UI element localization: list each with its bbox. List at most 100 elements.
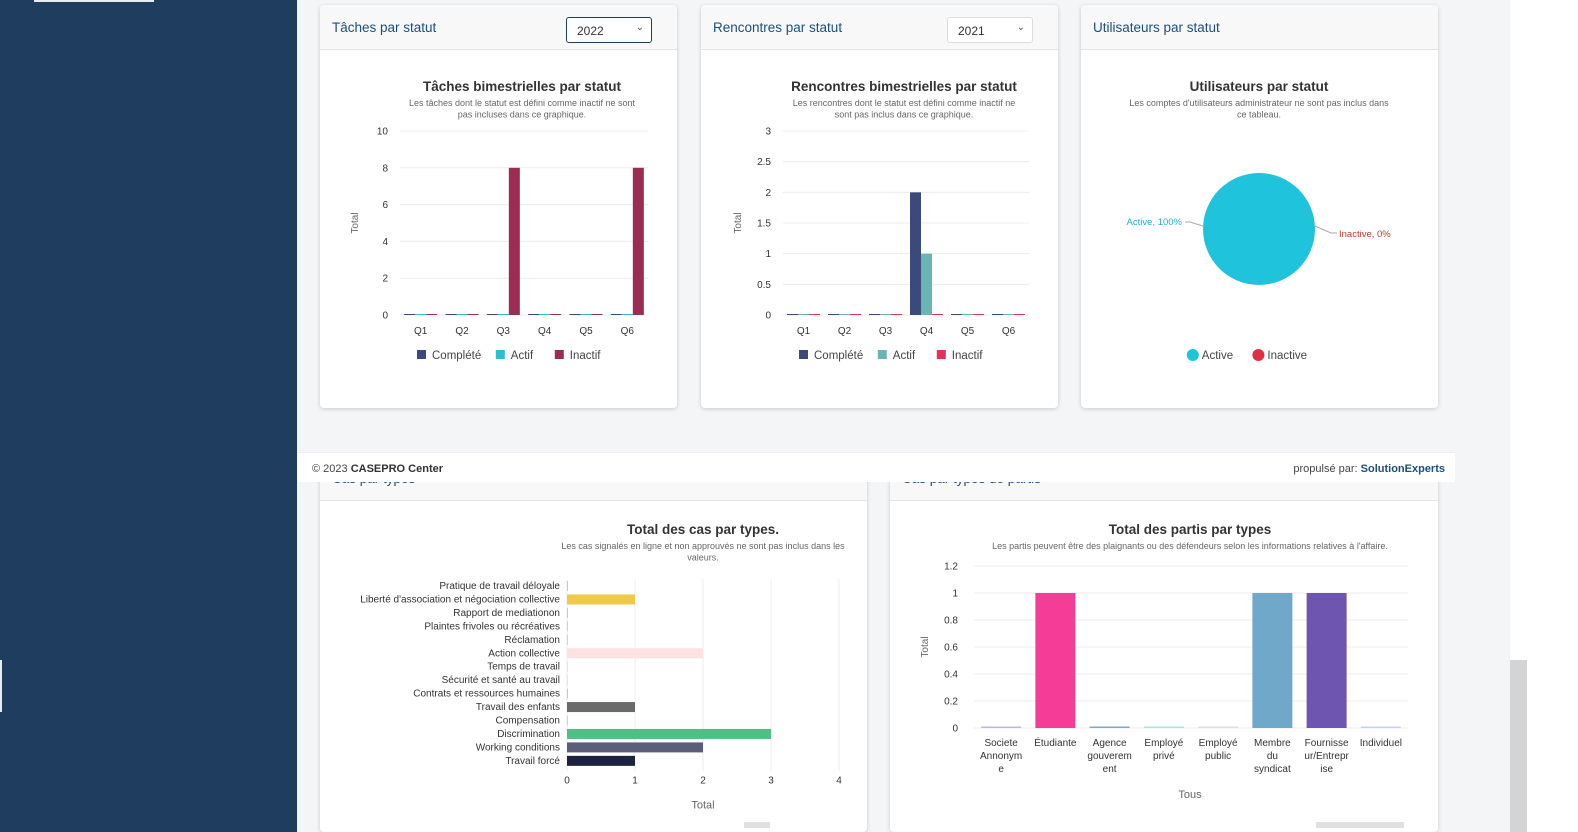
y-tick-label: Plaintes frivoles ou récréatives	[424, 621, 560, 632]
y-tick-label: Rapport de mediationon	[453, 608, 560, 619]
chart-title: Total des partis par types	[1109, 522, 1272, 537]
legend-label: Actif	[511, 350, 534, 362]
x-tick-label: Étudiante	[1034, 736, 1077, 749]
y-tick-label: 4	[382, 237, 388, 248]
legend-label: Complété	[814, 350, 863, 362]
bar	[567, 675, 568, 686]
legend-swatch	[877, 350, 887, 359]
sidebar	[0, 0, 297, 832]
bar	[921, 253, 932, 315]
scroll-thumb[interactable]	[1316, 822, 1404, 828]
y-tick-label: 1.2	[944, 562, 958, 573]
chart-subtitle: Les comptes d'utilisateurs administrateu…	[1129, 98, 1389, 108]
chart-subtitle: Les cas signalés en ligne et non approuv…	[561, 541, 845, 551]
x-tick-label: 2	[700, 775, 706, 786]
bar	[1360, 726, 1401, 728]
y-tick-label: Liberté d'association et négociation col…	[360, 594, 560, 605]
card-header: Rencontres par statut 2021 ⌄	[701, 5, 1058, 50]
pie-slice	[1203, 173, 1315, 285]
card-header: Tâches par statut 2022 ⌄	[320, 5, 677, 50]
bar	[508, 167, 520, 315]
x-tick-label: Societe	[984, 738, 1018, 749]
chart-subtitle: pas incluses dans ce graphique.	[458, 110, 587, 120]
x-tick-label: Q1	[797, 326, 811, 337]
x-tick-label: 0	[564, 775, 570, 786]
year-select[interactable]: 2021 ⌄	[947, 17, 1033, 43]
x-tick-label: Q4	[538, 326, 552, 337]
x-tick-label: gouverem	[1087, 751, 1131, 762]
y-tick-label: Travail forcé	[505, 756, 560, 767]
scroll-thumb[interactable]	[744, 822, 770, 828]
bar	[1198, 726, 1239, 728]
y-tick-label: Contrats et ressources humaines	[413, 689, 560, 700]
bar	[798, 314, 809, 315]
bar	[610, 314, 622, 315]
bar	[567, 755, 635, 766]
chart-partis: Total des partis par types Les partis peu…	[920, 522, 1408, 801]
bar	[567, 581, 568, 591]
y-tick-label: Temps de travail	[487, 662, 560, 673]
bar	[456, 314, 468, 315]
y-tick-label: Pratique de travail déloyale	[439, 581, 560, 592]
bar	[787, 314, 798, 315]
x-tick-label: Q4	[920, 326, 934, 337]
y-tick-label: 1	[765, 249, 771, 260]
x-tick-label: Q6	[1002, 326, 1016, 337]
x-axis-label: Tous	[1178, 789, 1202, 801]
bar	[550, 314, 562, 315]
page-margin	[1527, 0, 1578, 832]
bar	[1035, 593, 1076, 728]
bar	[567, 621, 568, 632]
y-tick-label: 0	[765, 311, 771, 322]
chart-subtitle: sont pas inclus dans ce graphique.	[835, 110, 974, 120]
bar	[567, 702, 635, 713]
bar	[891, 314, 902, 315]
year-select[interactable]: 2022 ⌄	[566, 17, 652, 43]
card-title: Tâches par statut	[332, 20, 437, 35]
chart-title: Rencontres bimestrielles par statut	[791, 79, 1017, 94]
bar	[539, 314, 551, 315]
bar	[567, 688, 568, 699]
chart-subtitle: ce tableau.	[1237, 110, 1281, 120]
x-tick-label: Q1	[414, 326, 428, 337]
powered-brand[interactable]: SolutionExperts	[1360, 463, 1445, 475]
x-tick-label: Q5	[961, 326, 975, 337]
bar	[981, 726, 1022, 728]
bar	[992, 314, 1003, 315]
bar	[962, 314, 973, 315]
y-axis-label: Total	[920, 636, 931, 657]
chart-title: Utilisateurs par statut	[1190, 79, 1329, 94]
x-tick-label: ur/Entrepr	[1304, 751, 1349, 762]
y-tick-label: 0.4	[944, 670, 958, 681]
y-tick-label: 1.5	[757, 219, 771, 230]
bar	[932, 314, 943, 315]
y-tick-label: Travail des enfants	[476, 702, 560, 713]
legend-swatch	[799, 350, 808, 359]
y-axis-label: Total	[733, 212, 744, 233]
bar	[809, 314, 820, 315]
y-tick-label: 6	[382, 200, 388, 211]
powered-prefix: propulsé par:	[1293, 463, 1361, 475]
x-tick-label: Individuel	[1360, 738, 1402, 749]
bar	[880, 314, 891, 315]
y-tick-label: 8	[382, 163, 388, 174]
pie-label-leader	[1185, 221, 1204, 227]
legend-marker	[1252, 349, 1265, 361]
bar	[591, 314, 603, 315]
chart-cas: Total des cas par types. Les cas signalés…	[360, 522, 845, 811]
chart-rencontres: Rencontres bimestrielles par statut Les r…	[733, 79, 1029, 362]
y-tick-label: Working conditions	[476, 742, 560, 753]
x-tick-label: 1	[632, 775, 638, 786]
x-tick-label: ent	[1103, 764, 1117, 775]
x-tick-label: du	[1267, 751, 1278, 762]
card-title: Rencontres par statut	[713, 20, 843, 35]
chart-taches: Tâches bimestrielles par statut Les tâche…	[350, 79, 648, 362]
chart-utilisateurs: Utilisateurs par statut Les comptes d'uti…	[1127, 79, 1392, 362]
bar	[467, 314, 479, 315]
y-tick-label: Discrimination	[497, 729, 560, 740]
bar	[621, 314, 633, 315]
card-taches: Tâches par statut 2022 ⌄ Tâches bimestri…	[320, 5, 677, 408]
scrollbar-track[interactable]	[1510, 660, 1527, 832]
right-gutter	[1510, 0, 1527, 660]
x-tick-label: ise	[1320, 764, 1333, 775]
